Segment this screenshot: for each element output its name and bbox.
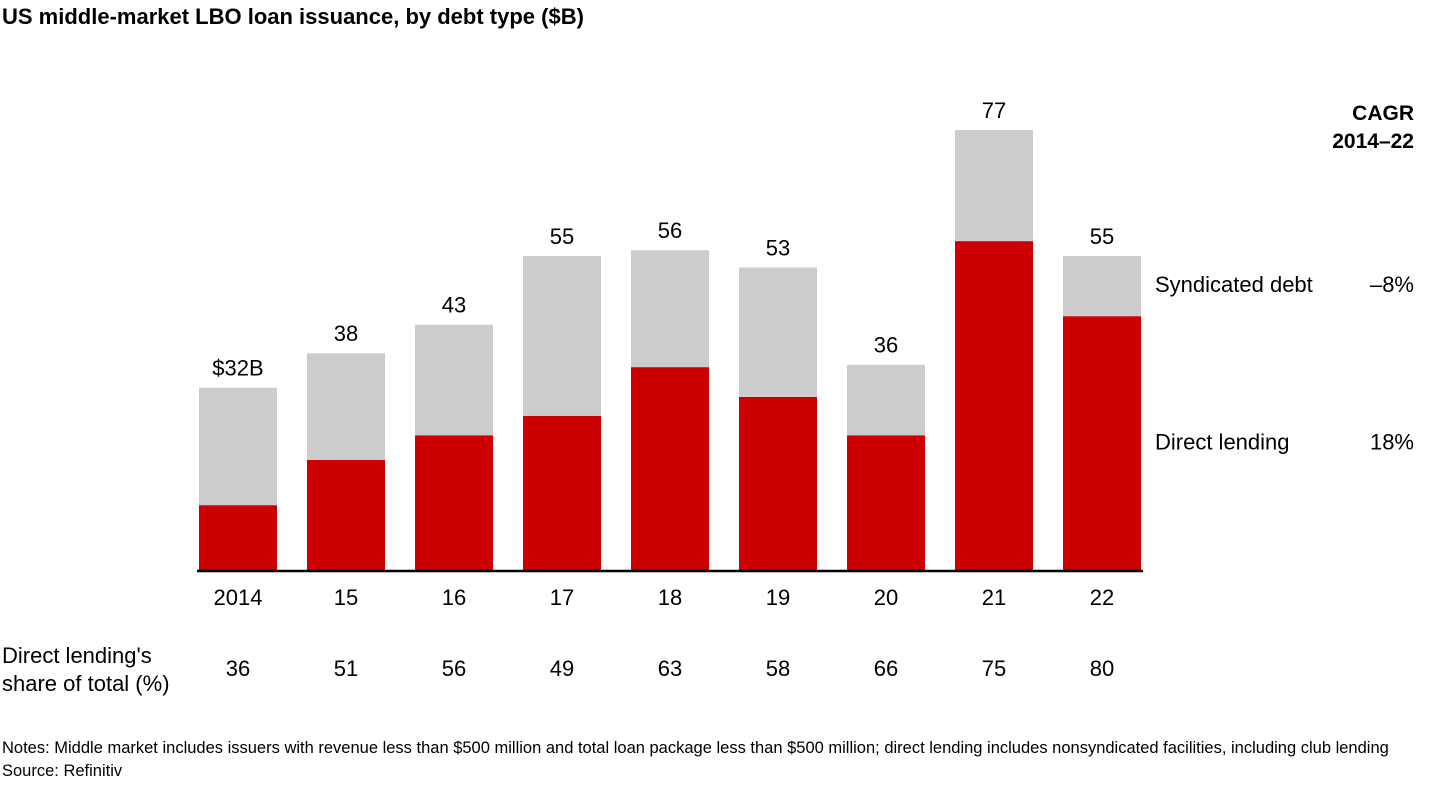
share-value: 80 — [1090, 656, 1114, 681]
total-label: 56 — [658, 218, 682, 243]
bar-segment — [415, 435, 493, 571]
bar-segment — [955, 241, 1033, 571]
bar-segment — [847, 435, 925, 571]
x-tick-label: 19 — [766, 585, 790, 610]
bar-segment — [523, 415, 601, 571]
cagr-title: CAGR 2014–22 — [1332, 102, 1414, 153]
x-tick-label: 21 — [982, 585, 1006, 610]
bar-segment — [523, 256, 601, 416]
bar-segment — [415, 324, 493, 436]
total-label: 53 — [766, 235, 790, 260]
bar-segment — [307, 353, 385, 460]
bar-segment — [739, 396, 817, 571]
bar-segment — [199, 387, 277, 506]
bar-segment — [1063, 256, 1141, 317]
total-label: $32B — [212, 356, 263, 381]
total-label: 36 — [874, 333, 898, 358]
notes-text: Notes: Middle market includes issuers wi… — [2, 739, 1389, 757]
bar-segment — [631, 367, 709, 571]
cagr-value: 18% — [1370, 429, 1414, 454]
share-value: 56 — [442, 656, 466, 681]
bar-segment — [1063, 316, 1141, 571]
share-value: 66 — [874, 656, 898, 681]
chart-title: US middle-market LBO loan issuance, by d… — [2, 4, 584, 29]
share-value: 63 — [658, 656, 682, 681]
x-tick-label: 22 — [1090, 585, 1114, 610]
legend-label: Syndicated debt — [1155, 272, 1313, 297]
bar-segment — [307, 459, 385, 571]
x-tick-label: 17 — [550, 585, 574, 610]
share-value: 51 — [334, 656, 358, 681]
source: Source: Refinitiv — [2, 762, 123, 780]
x-tick-label: 20 — [874, 585, 898, 610]
total-label: 77 — [982, 98, 1006, 123]
x-tick-label: 15 — [334, 585, 358, 610]
x-tick-label: 2014 — [214, 585, 263, 610]
bar-segment — [739, 267, 817, 397]
total-label: 38 — [334, 321, 358, 346]
total-label: 55 — [1090, 224, 1114, 249]
total-label: 43 — [442, 293, 466, 318]
x-tick-label: 16 — [442, 585, 466, 610]
share-value: 58 — [766, 656, 790, 681]
bar-segment — [847, 364, 925, 436]
x-tick-label: 18 — [658, 585, 682, 610]
cagr-value: –8% — [1370, 272, 1414, 297]
total-label: 55 — [550, 224, 574, 249]
bar-segment — [631, 250, 709, 368]
share-label: Direct lending's share of total (%) — [2, 643, 170, 696]
legend-label: Direct lending — [1155, 429, 1290, 454]
notes: Notes: Middle market includes issuers wi… — [2, 737, 1422, 783]
bar-segment — [955, 130, 1033, 242]
share-value: 75 — [982, 656, 1006, 681]
share-value: 36 — [226, 656, 250, 681]
bar-segment — [199, 505, 277, 571]
share-value: 49 — [550, 656, 574, 681]
